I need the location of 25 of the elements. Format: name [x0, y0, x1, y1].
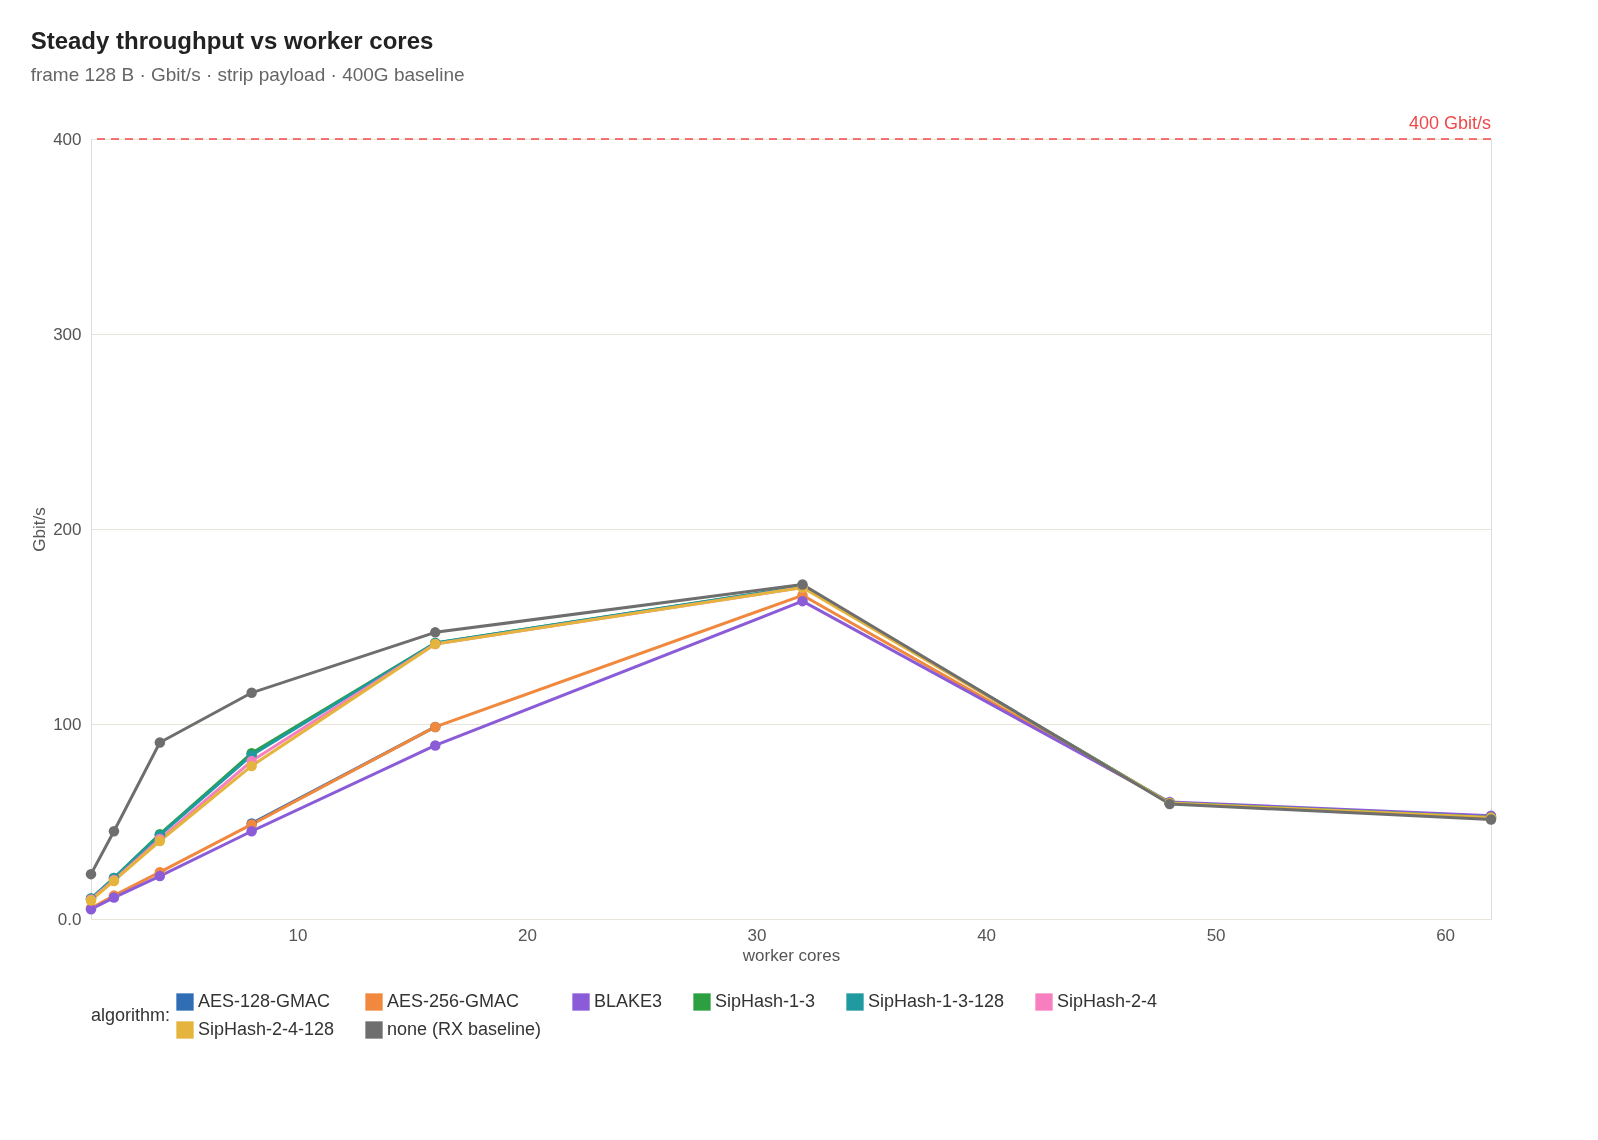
legend-title: algorithm: [91, 1005, 171, 1025]
ref-line-label: 400 Gbit/s [1408, 113, 1491, 133]
x-tick-label: 40 [977, 925, 997, 945]
legend-label: SipHash-2-4 [1057, 991, 1158, 1011]
legend-label: none (RX baseline) [387, 1019, 542, 1039]
legend-label: SipHash-1-3 [715, 991, 816, 1011]
y-axis-title: Gbit/s [30, 507, 50, 552]
legend-label: BLAKE3 [594, 991, 663, 1011]
x-tick-label: 10 [288, 925, 308, 945]
chart-subtitle: frame 128 B · Gbit/s · strip payload · 400G baseline [30, 64, 465, 85]
x-axis-title: worker cores [741, 945, 841, 965]
y-tick-label: 100 [53, 714, 82, 734]
legend-label: SipHash-2-4-128 [198, 1019, 335, 1039]
x-tick-label: 50 [1206, 925, 1226, 945]
x-tick-label: 20 [518, 925, 538, 945]
legend-label: SipHash-1-3-128 [868, 991, 1005, 1011]
legend-label: AES-128-GMAC [198, 991, 331, 1011]
y-tick-label: 400 [53, 129, 82, 149]
x-tick-label: 60 [1436, 925, 1456, 945]
y-tick-label: 300 [53, 324, 82, 344]
y-tick-label: 0.0 [57, 909, 82, 929]
legend-label: AES-256-GMAC [387, 991, 520, 1011]
chart-title: Steady throughput vs worker cores [30, 27, 434, 54]
y-tick-label: 200 [53, 519, 82, 539]
x-tick-label: 30 [747, 925, 767, 945]
